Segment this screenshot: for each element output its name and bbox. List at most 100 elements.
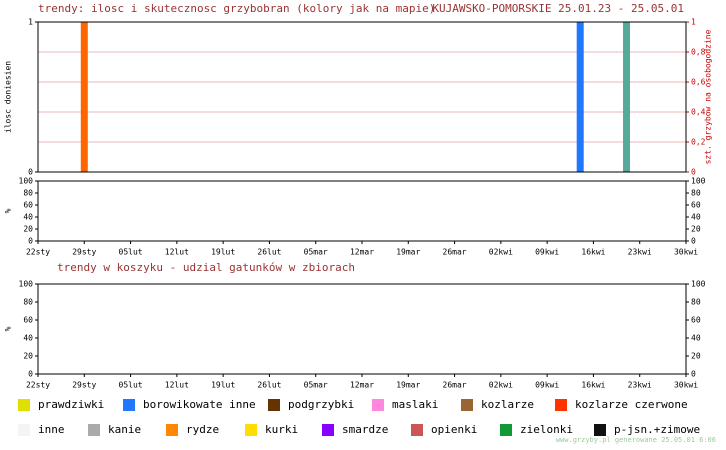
legend-label: smardze <box>342 423 388 436</box>
legend-swatch <box>18 424 30 436</box>
x-tick-label: 12mar <box>350 381 374 390</box>
chart-subtitle: KUJAWSKO-POMORSKIE 25.01.23 - 25.05.01 <box>432 2 684 15</box>
x-tick-label: 23kwi <box>628 248 652 257</box>
y2-tick-label: 80 <box>691 298 701 307</box>
legend-swatch <box>594 424 606 436</box>
x-tick-label: 05mar <box>304 248 328 257</box>
x-tick-label: 19mar <box>396 381 420 390</box>
y2-tick-label: 0 <box>691 370 696 379</box>
legend-label: prawdziwki <box>38 398 104 411</box>
legend-swatch <box>245 424 257 436</box>
legend-label: kanie <box>108 423 141 436</box>
x-tick-label: 26lut <box>257 381 281 390</box>
y2-tick-label: 60 <box>691 201 701 210</box>
y2-tick-label: 0 <box>691 237 696 246</box>
x-tick-label: 23kwi <box>628 381 652 390</box>
y2-tick-label: 1 <box>691 18 696 27</box>
chart-title: trendy w koszyku - udzial gatunków w zbi… <box>57 261 355 274</box>
y-tick-label: 0 <box>28 237 33 246</box>
x-tick-label: 16kwi <box>581 248 605 257</box>
plot-frame <box>37 180 687 242</box>
x-tick-label: 19lut <box>211 381 235 390</box>
legend-label: p-jsn.+zimowe <box>614 423 700 436</box>
y-tick-label: 1 <box>28 18 33 27</box>
x-tick-label: 12mar <box>350 248 374 257</box>
y-axis-label: % <box>4 208 13 213</box>
legend-label: maslaki <box>392 398 438 411</box>
bar <box>622 22 630 172</box>
y-axis-label: ilosc doniesien <box>4 61 13 133</box>
y-tick-label: 40 <box>23 334 33 343</box>
legend-label: kozlarze <box>481 398 534 411</box>
x-tick-label: 09kwi <box>535 381 559 390</box>
legend-swatch <box>461 399 473 411</box>
chart-title: trendy: ilosc i skutecznosc grzybobran (… <box>38 2 435 15</box>
plot-frame <box>37 283 687 375</box>
y-tick-label: 40 <box>23 213 33 222</box>
y2-tick-label: 0,8 <box>691 48 706 57</box>
x-tick-label: 30kwi <box>674 248 698 257</box>
legend-label: borowikowate inne <box>143 398 256 411</box>
legend-swatch <box>500 424 512 436</box>
x-tick-label: 05lut <box>119 248 143 257</box>
x-tick-label: 22sty <box>26 381 50 390</box>
legend-label: rydze <box>186 423 219 436</box>
y2-tick-label: 20 <box>691 225 701 234</box>
y2-tick-label: 0,4 <box>691 108 706 117</box>
x-tick-label: 12lut <box>165 248 189 257</box>
x-tick-label: 09kwi <box>535 248 559 257</box>
y-tick-label: 100 <box>19 280 34 289</box>
y-tick-label: 20 <box>23 352 33 361</box>
legend-swatch <box>411 424 423 436</box>
bar <box>80 22 88 172</box>
y2-tick-label: 0,2 <box>691 138 706 147</box>
x-tick-label: 19lut <box>211 248 235 257</box>
legend-swatch <box>166 424 178 436</box>
x-tick-label: 22sty <box>26 248 50 257</box>
x-tick-label: 26mar <box>443 248 467 257</box>
y2-tick-label: 80 <box>691 189 701 198</box>
y-tick-label: 80 <box>23 189 33 198</box>
legend-label: kurki <box>265 423 298 436</box>
legend-swatch <box>18 399 30 411</box>
x-tick-label: 26lut <box>257 248 281 257</box>
legend-swatch <box>322 424 334 436</box>
y2-tick-label: 40 <box>691 213 701 222</box>
y2-tick-label: 100 <box>691 280 706 289</box>
legend-label: inne <box>38 423 65 436</box>
y2-tick-label: 40 <box>691 334 701 343</box>
y-tick-label: 20 <box>23 225 33 234</box>
y2-tick-label: 100 <box>691 177 706 186</box>
x-tick-label: 19mar <box>396 248 420 257</box>
legend-label: zielonki <box>520 423 573 436</box>
y2-tick-label: 60 <box>691 316 701 325</box>
legend-label: kozlarze czerwone <box>575 398 688 411</box>
legend-swatch <box>372 399 384 411</box>
y-tick-label: 60 <box>23 201 33 210</box>
legend-label: opienki <box>431 423 477 436</box>
footer: www.grzyby.pl generowane 25.05.01 6:06 <box>556 436 716 444</box>
legend-swatch <box>268 399 280 411</box>
legend-swatch <box>555 399 567 411</box>
x-tick-label: 02kwi <box>489 248 513 257</box>
y2-tick-label: 20 <box>691 352 701 361</box>
y2-tick-label: 0 <box>691 168 696 177</box>
legend-label: podgrzybki <box>288 398 354 411</box>
y-tick-label: 100 <box>19 177 34 186</box>
y2-axis-label: szt. grzybow na osobogodzine <box>704 29 713 164</box>
x-tick-label: 30kwi <box>674 381 698 390</box>
legend-swatch <box>123 399 135 411</box>
x-tick-label: 29sty <box>72 381 96 390</box>
plot-frame <box>37 21 687 173</box>
y-axis-label: % <box>4 326 13 331</box>
y-tick-label: 0 <box>28 370 33 379</box>
x-tick-label: 12lut <box>165 381 189 390</box>
x-tick-label: 05mar <box>304 381 328 390</box>
x-tick-label: 29sty <box>72 248 96 257</box>
x-tick-label: 05lut <box>119 381 143 390</box>
y2-tick-label: 0,6 <box>691 78 706 87</box>
legend-swatch <box>88 424 100 436</box>
y-tick-label: 60 <box>23 316 33 325</box>
x-tick-label: 26mar <box>443 381 467 390</box>
